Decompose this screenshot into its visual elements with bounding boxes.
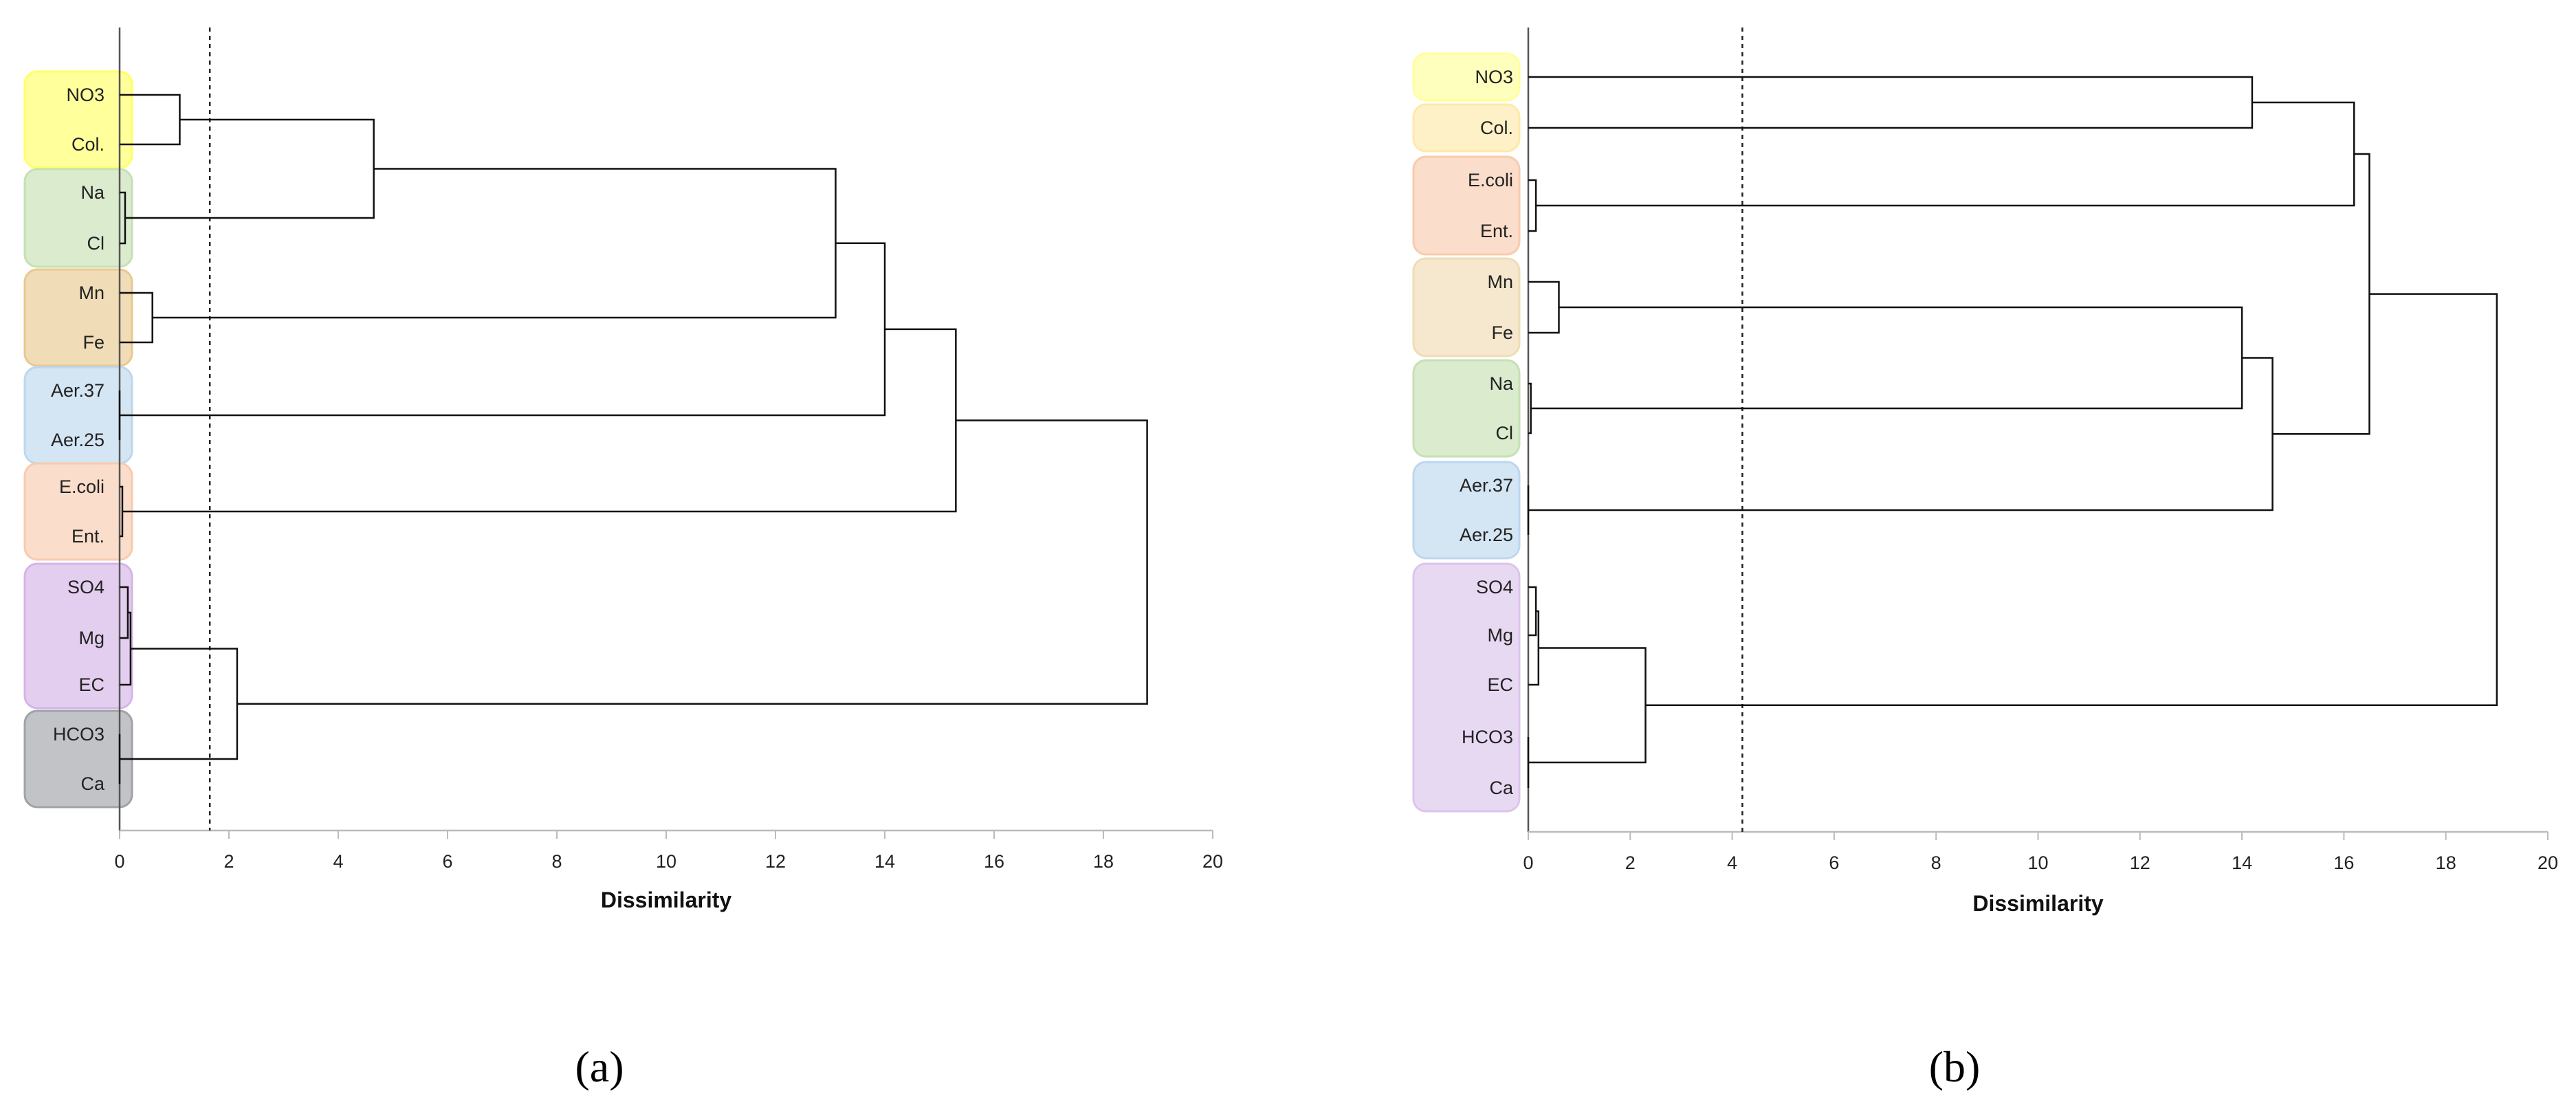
leaf-label: Aer.37 [51,380,104,401]
x-tick-label: 16 [2333,852,2354,873]
dendrogram-link-13 [122,328,957,513]
leaf-label: Mg [78,628,104,648]
leaf-label: Mn [78,283,104,303]
x-tick-label: 0 [1523,852,1533,873]
dendrogram-link-6 [1528,610,1540,686]
panel-label: (b) [1929,1042,1981,1091]
leaf-label: Fe [82,332,104,353]
dendrogram-link-4 [1528,179,1537,232]
x-tick-label: 2 [1625,852,1636,873]
cluster-box-ecoli [1412,155,1521,256]
leaf-label: Aer.25 [51,430,104,450]
cluster-box-mn [1412,257,1521,358]
leaf-label: E.coli [59,476,104,497]
x-tick-label: 8 [551,851,562,872]
leaf-label: Ca [80,773,104,794]
leaf-label: SO4 [67,577,104,597]
x-axis-title: Dissimilarity [601,888,732,912]
cluster-box-na [1412,359,1521,458]
leaf-label: HCO3 [53,724,104,745]
leaf-label: Fe [1491,322,1513,343]
dendrogram-link-5 [1528,586,1537,637]
leaf-label: Na [80,182,104,203]
leaf-label: SO4 [1476,577,1513,597]
x-tick-label: 18 [2436,852,2456,873]
leaf-label: Mg [1487,625,1513,646]
x-tick-label: 6 [1829,852,1839,873]
leaf-label: Col. [71,134,104,155]
leaf-label: Aer.25 [1460,525,1513,545]
leaf-label: HCO3 [1462,727,1513,747]
x-tick-label: 12 [765,851,786,872]
cluster-box-na [23,168,133,268]
x-tick-label: 2 [223,851,234,872]
dendrogram-link-7 [1528,280,1560,334]
leaf-label: Col. [1480,118,1513,138]
leaf-label: Ca [1489,778,1513,798]
dendrogram-link-11 [1528,357,2274,512]
dendrogram-link-12 [1536,101,2355,207]
cluster-box-no3 [23,70,133,169]
leaf-label: Mn [1487,272,1513,292]
leaf-label: Cl [1496,423,1514,443]
dendrogram-link-10 [1528,76,2254,129]
dendrogram-link-9 [1530,306,2243,410]
x-tick-label: 0 [114,851,124,872]
leaf-label: EC [78,674,104,695]
cluster-box-col [1412,103,1521,153]
cluster-box-no3 [1412,52,1521,102]
x-tick-label: 10 [2027,852,2048,873]
dendrogram-link-14 [1645,293,2498,706]
cluster-box-aer37 [1412,461,1521,560]
dendrogram-link-9 [120,648,239,760]
panel-label: (a) [575,1042,624,1091]
leaf-label: Ent. [71,526,104,547]
dendrogram-link-8 [1528,647,1647,764]
panel-a: NO3 Col. Na Cl Mn Fe Aer.37 Aer.25 E.coli Ent. SO4… [23,28,1223,1091]
x-tick-label: 6 [442,851,452,872]
x-tick-label: 16 [984,851,1004,872]
x-tick-label: 10 [656,851,676,872]
x-tick-label: 18 [1093,851,1114,872]
x-tick-label: 20 [2538,852,2558,873]
x-tick-label: 12 [2130,852,2150,873]
dendrogram-link-11 [152,168,837,319]
dendrogram-link-10 [124,118,375,219]
x-tick-label: 8 [1931,852,1941,873]
leaf-label: NO3 [66,85,104,105]
cluster-box-so4 [1412,562,1521,813]
leaf-label: EC [1487,674,1513,695]
cluster-box-so4 [23,562,133,710]
dendrogram-link-12 [120,242,886,417]
leaf-label: Aer.37 [1460,475,1513,496]
x-tick-label: 14 [874,851,895,872]
x-tick-label: 14 [2232,852,2252,873]
leaf-label: Na [1489,373,1513,394]
x-tick-label: 4 [1727,852,1737,873]
x-axis-title: Dissimilarity [1972,891,2104,916]
cluster-box-mn [23,268,133,367]
x-tick-label: 20 [1202,851,1223,872]
x-tick-label: 4 [333,851,343,872]
leaf-label: NO3 [1475,67,1513,87]
leaf-label: Ent. [1480,221,1513,241]
dendrogram-link-14 [236,419,1148,705]
leaf-label: E.coli [1468,170,1513,190]
leaf-label: Cl [87,233,105,254]
panel-b: NO3 Col. E.coli Ent. Mn Fe Na Cl Aer.37 Aer.25 SO4… [1412,28,2558,1091]
